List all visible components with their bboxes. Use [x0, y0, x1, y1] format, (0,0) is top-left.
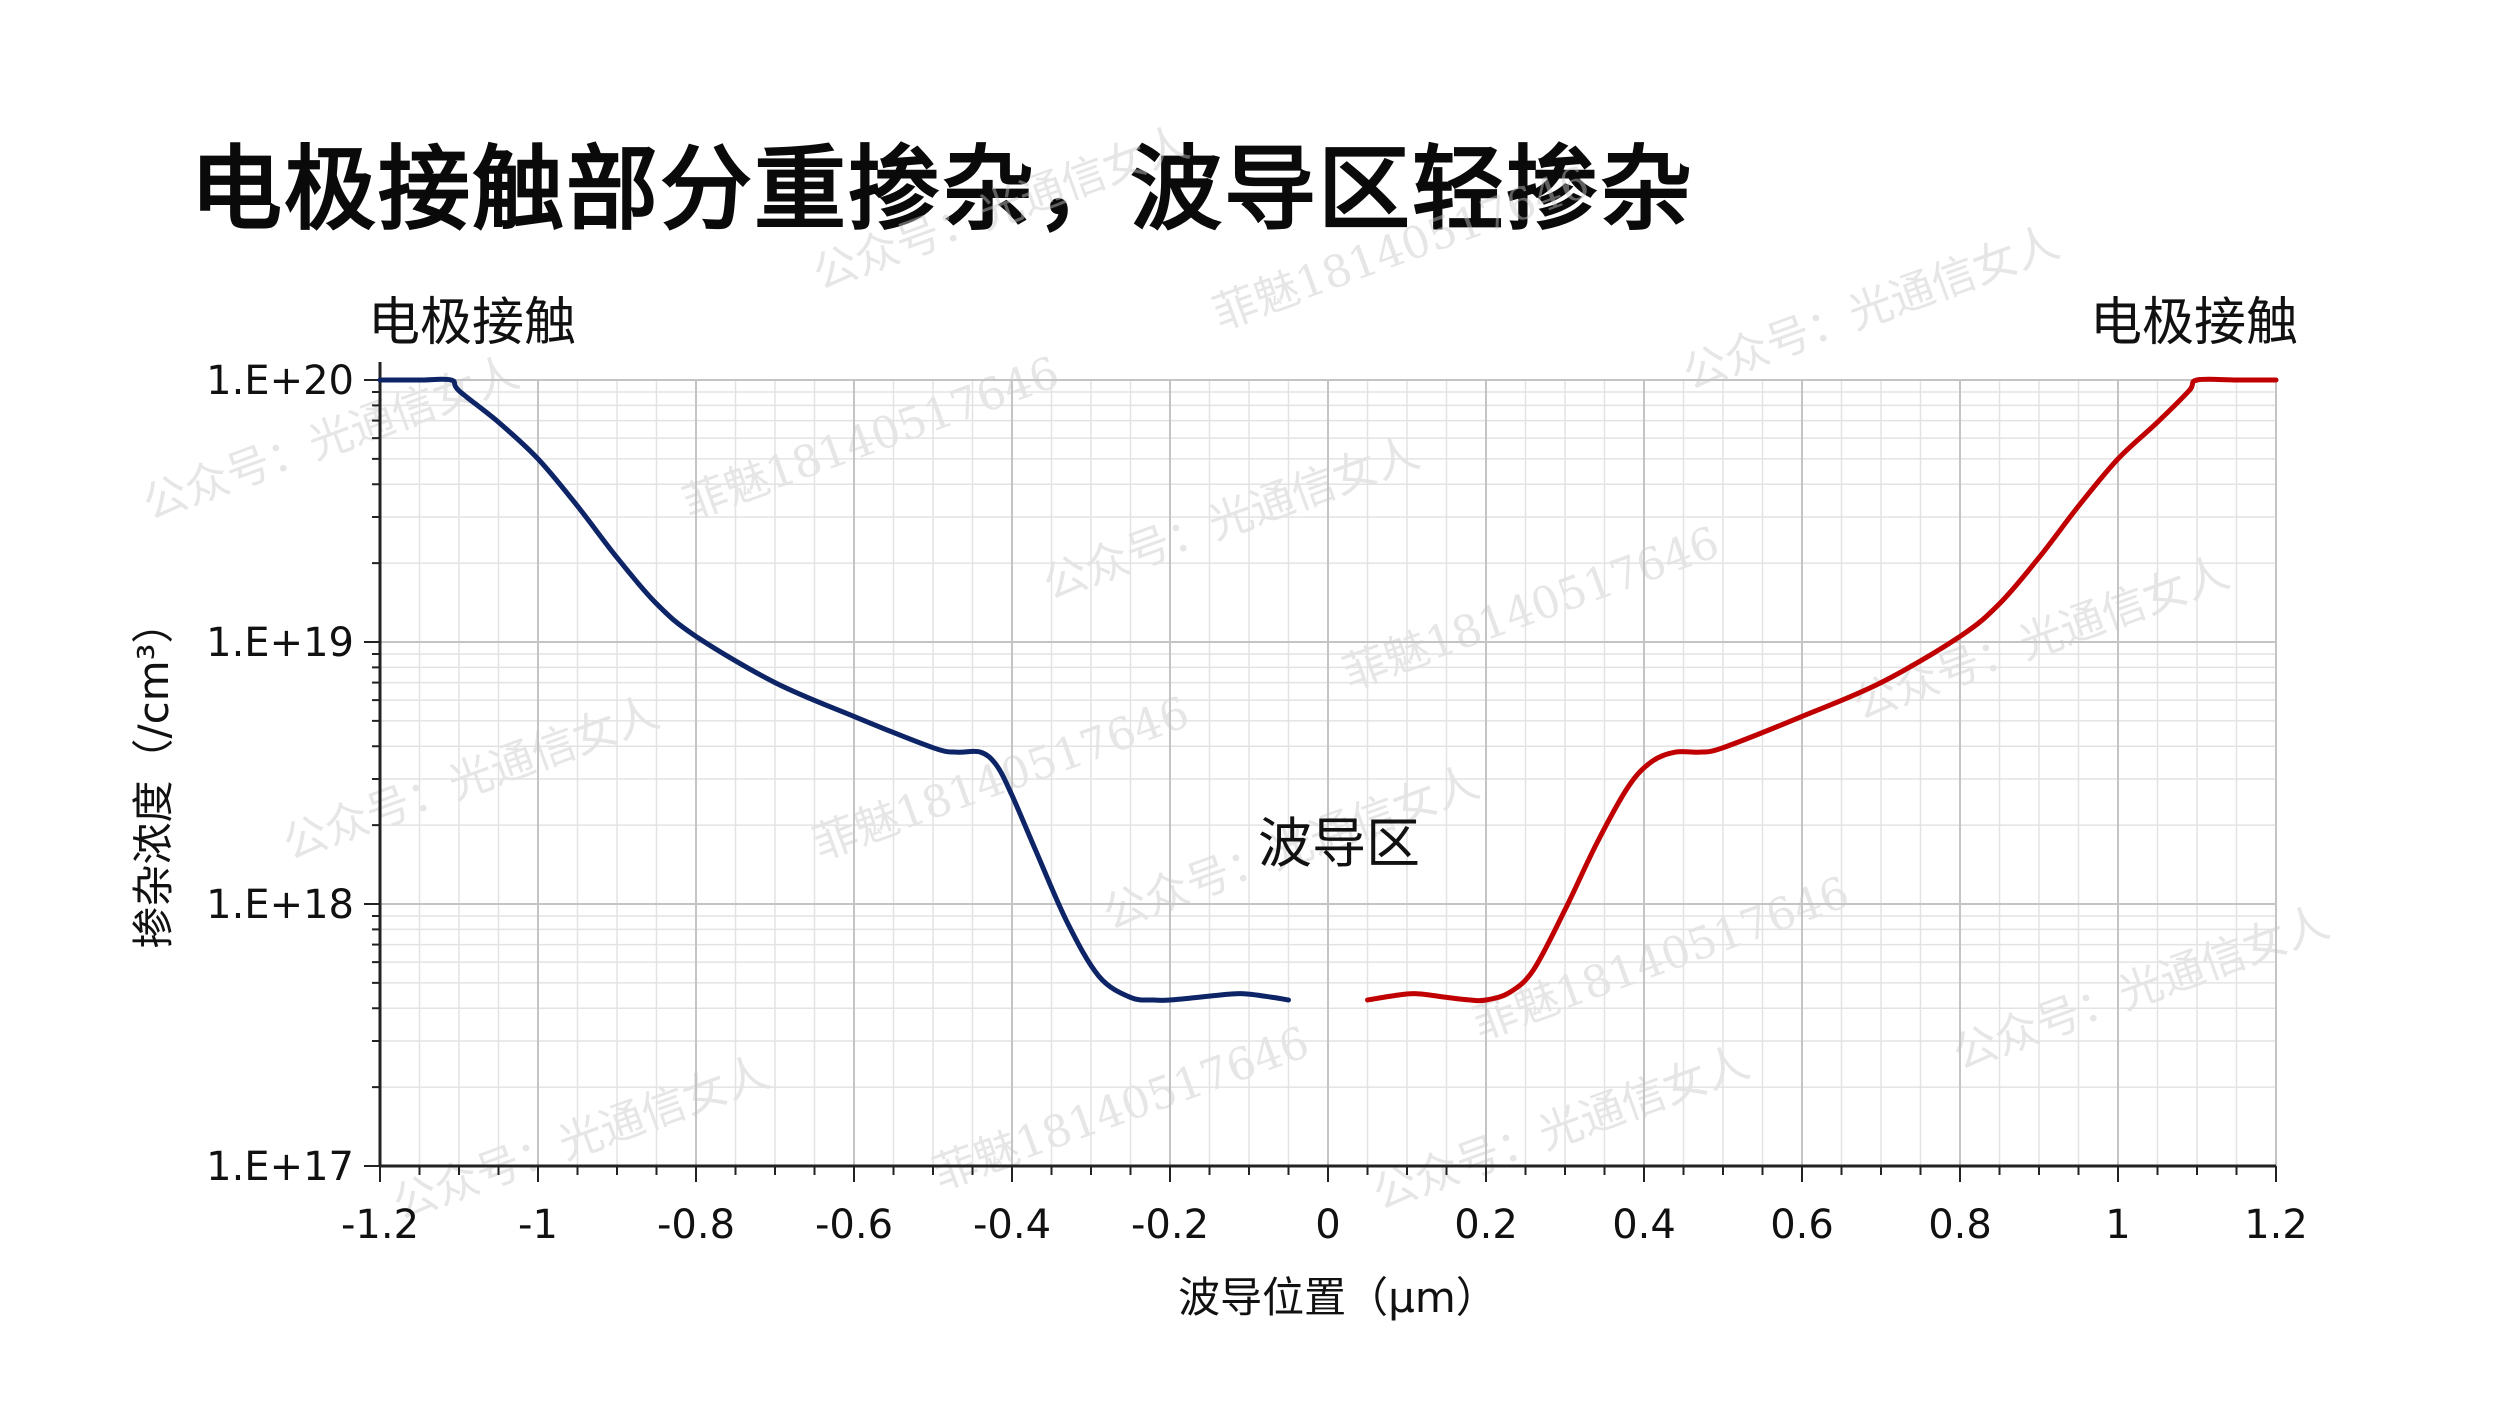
right-contact-label: 电极接触	[2090, 293, 2298, 353]
x-tick-label: -1	[518, 1202, 558, 1248]
waveguide-region-label: 波导区	[1258, 812, 1420, 875]
labels-layer: -1.2 -1 -0.8 -0.6 -0.4 -0.2 0 0.2 0.4 0.6 0.8 1 1.2 1…	[129, 293, 2308, 1322]
y-axis-title: 掺杂浓度（/cm³）	[129, 602, 178, 949]
x-tick-label: 0.4	[1612, 1202, 1676, 1248]
x-tick-label: 0.8	[1928, 1202, 1992, 1248]
watermark-text: 菲魅18140517646	[1466, 867, 1856, 1050]
series-layer	[377, 376, 2279, 1004]
x-tick-label: 1.2	[2244, 1202, 2308, 1248]
doping-curve-left	[377, 376, 1291, 1003]
watermark-text: 公众号：光通信女人	[1946, 897, 2336, 1080]
doping-curve-right	[1365, 376, 2279, 1004]
x-tick-label: -1.2	[341, 1202, 419, 1248]
x-tick-label: -0.2	[1131, 1202, 1209, 1248]
y-tick-label: 1.E+20	[206, 358, 354, 404]
watermark-text: 菲魅18140517646	[1206, 157, 1596, 340]
watermark-text: 公众号：光通信女人	[806, 117, 1196, 300]
x-tick-label: -0.6	[815, 1202, 893, 1248]
y-tick-label: 1.E+19	[206, 620, 354, 666]
y-tick-label: 1.E+17	[206, 1144, 354, 1190]
x-tick-label: 0.2	[1454, 1202, 1518, 1248]
y-tick-label: 1.E+18	[206, 882, 354, 928]
left-contact-label: 电极接触	[368, 293, 576, 353]
x-tick-label: 1	[2105, 1202, 2130, 1248]
x-tick-label: -0.4	[973, 1202, 1051, 1248]
watermark-text: 公众号：光通信女人	[1366, 1037, 1756, 1220]
x-tick-label: -0.8	[657, 1202, 735, 1248]
watermark-layer: 公众号：光通信女人 菲魅18140517646 公众号：光通信女人公众号：光通信女人…	[136, 117, 2336, 1230]
x-tick-label: 0	[1315, 1202, 1340, 1248]
axes	[364, 362, 2277, 1182]
x-axis-title: 波导位置（μm）	[1178, 1273, 1498, 1322]
page-title: 电极接触部分重掺杂，波导区轻掺杂	[190, 136, 1695, 243]
watermark-text: 菲魅18140517646	[926, 1017, 1316, 1200]
watermark-text: 公众号：光通信女人	[1846, 547, 2236, 730]
x-tick-label: 0.6	[1770, 1202, 1834, 1248]
watermark-text: 菲魅18140517646	[1336, 517, 1726, 700]
watermark-text: 公众号：光通信女人	[1676, 217, 2066, 400]
